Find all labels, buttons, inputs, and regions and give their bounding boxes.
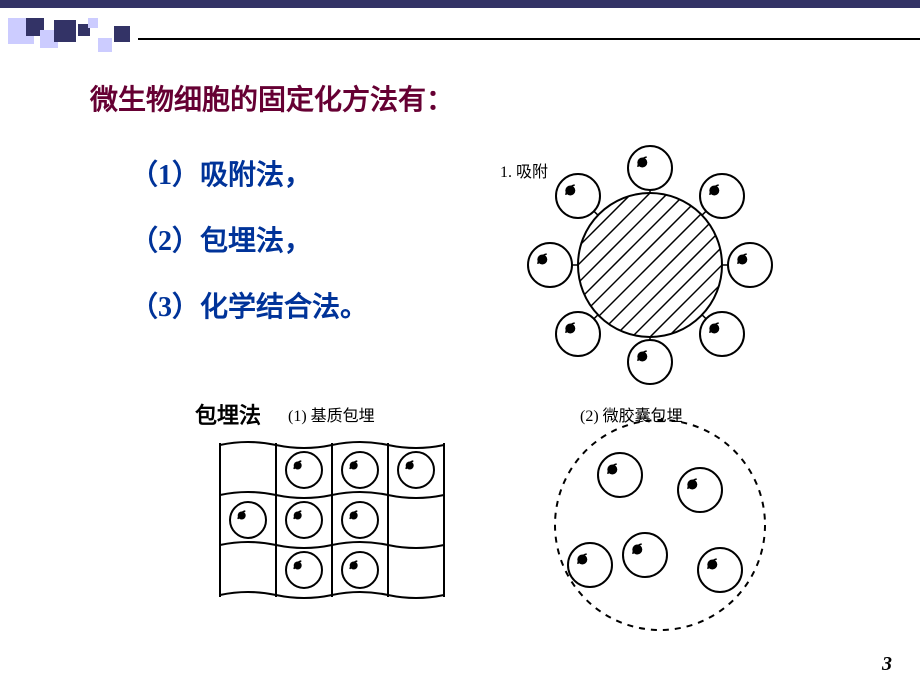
diagram-canvas <box>0 0 920 690</box>
page-number: 3 <box>882 653 892 676</box>
matrix-entrap-diagram <box>220 442 444 598</box>
microcapsule-diagram <box>555 420 765 630</box>
adsorption-diagram <box>398 146 902 384</box>
